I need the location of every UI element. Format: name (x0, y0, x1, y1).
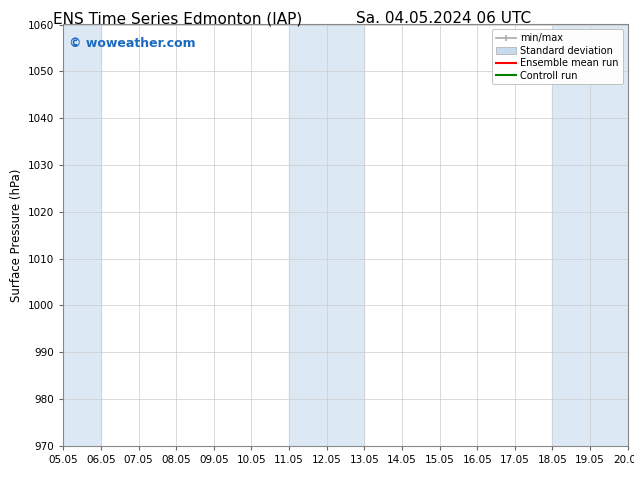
Text: © woweather.com: © woweather.com (69, 37, 196, 50)
Y-axis label: Surface Pressure (hPa): Surface Pressure (hPa) (10, 169, 23, 302)
Legend: min/max, Standard deviation, Ensemble mean run, Controll run: min/max, Standard deviation, Ensemble me… (492, 29, 623, 84)
Text: ENS Time Series Edmonton (IAP): ENS Time Series Edmonton (IAP) (53, 11, 302, 26)
Text: Sa. 04.05.2024 06 UTC: Sa. 04.05.2024 06 UTC (356, 11, 531, 26)
Bar (63, 24, 101, 446)
Bar (552, 24, 628, 446)
Bar (289, 24, 365, 446)
